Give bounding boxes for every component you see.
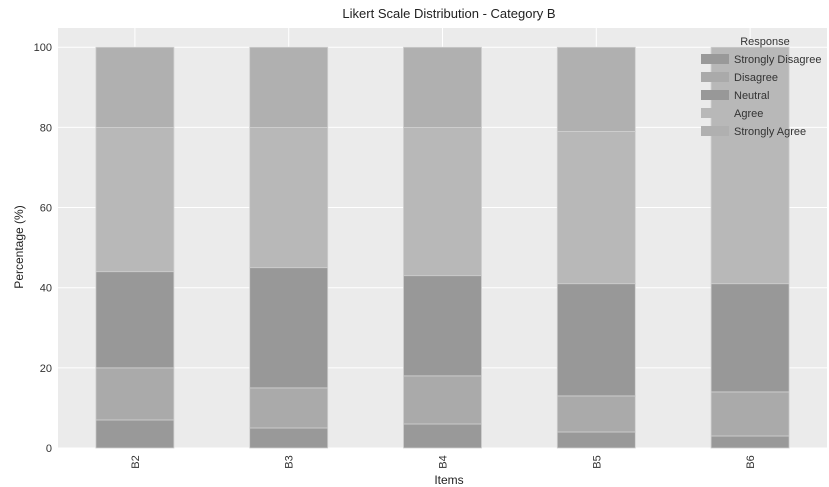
y-axis-ticks: 0 20 40 60 80 100 xyxy=(34,42,52,455)
legend-item-label: Strongly Disagree xyxy=(734,54,821,66)
bar-segment xyxy=(249,427,329,449)
bar-segment xyxy=(403,423,482,449)
legend-swatch xyxy=(701,90,729,100)
bar-segment xyxy=(403,275,482,377)
x-axis-ticks: B2 B3 B4 B5 B6 xyxy=(130,455,757,468)
bar-segment xyxy=(403,126,482,277)
bar-segment xyxy=(249,267,329,389)
legend-item-label: Agree xyxy=(734,108,763,120)
legend-item-label: Strongly Agree xyxy=(734,126,806,138)
bar-segment xyxy=(556,431,636,449)
bar-segment xyxy=(710,391,790,437)
y-axis-label: Percentage (%) xyxy=(12,205,26,288)
y-tick-label: 0 xyxy=(46,443,52,455)
bar-segment xyxy=(95,367,175,421)
bar-segment xyxy=(249,126,329,269)
legend-swatch xyxy=(701,54,729,64)
x-tick-label: B4 xyxy=(438,455,450,468)
bar-segment xyxy=(95,271,175,369)
x-tick-label: B6 xyxy=(745,455,757,468)
bar-segment xyxy=(403,375,482,425)
bar-segment xyxy=(403,46,482,128)
bar-segment xyxy=(95,46,175,128)
x-axis-label: Items xyxy=(434,473,463,487)
bar-segment xyxy=(95,419,175,449)
x-tick-label: B5 xyxy=(591,455,603,468)
legend-swatch xyxy=(701,72,729,82)
bar-segment xyxy=(556,46,636,132)
y-tick-label: 20 xyxy=(40,363,52,375)
bar-segment xyxy=(249,387,329,429)
bar-segment xyxy=(556,395,636,433)
y-tick-label: 100 xyxy=(34,42,52,54)
chart-title: Likert Scale Distribution - Category B xyxy=(342,6,555,21)
bar-segment xyxy=(710,435,790,449)
bar-segment xyxy=(95,126,175,273)
bars xyxy=(95,46,790,449)
bar-segment xyxy=(556,130,636,285)
legend-item-label: Disagree xyxy=(734,72,778,84)
bar-segment xyxy=(249,46,329,128)
bar-segment xyxy=(710,283,790,393)
x-tick-label: B3 xyxy=(284,455,296,468)
legend-swatch xyxy=(701,126,729,136)
legend: Response Strongly Disagree Disagree Neutra… xyxy=(701,36,821,138)
y-tick-label: 40 xyxy=(40,283,52,295)
bar-segment xyxy=(710,46,790,285)
legend-title: Response xyxy=(740,36,790,48)
y-tick-label: 80 xyxy=(40,122,52,134)
x-tick-label: B2 xyxy=(130,455,142,468)
y-tick-label: 60 xyxy=(40,203,52,215)
bar-segment xyxy=(556,283,636,397)
legend-item-label: Neutral xyxy=(734,90,769,102)
legend-swatch xyxy=(701,108,729,118)
